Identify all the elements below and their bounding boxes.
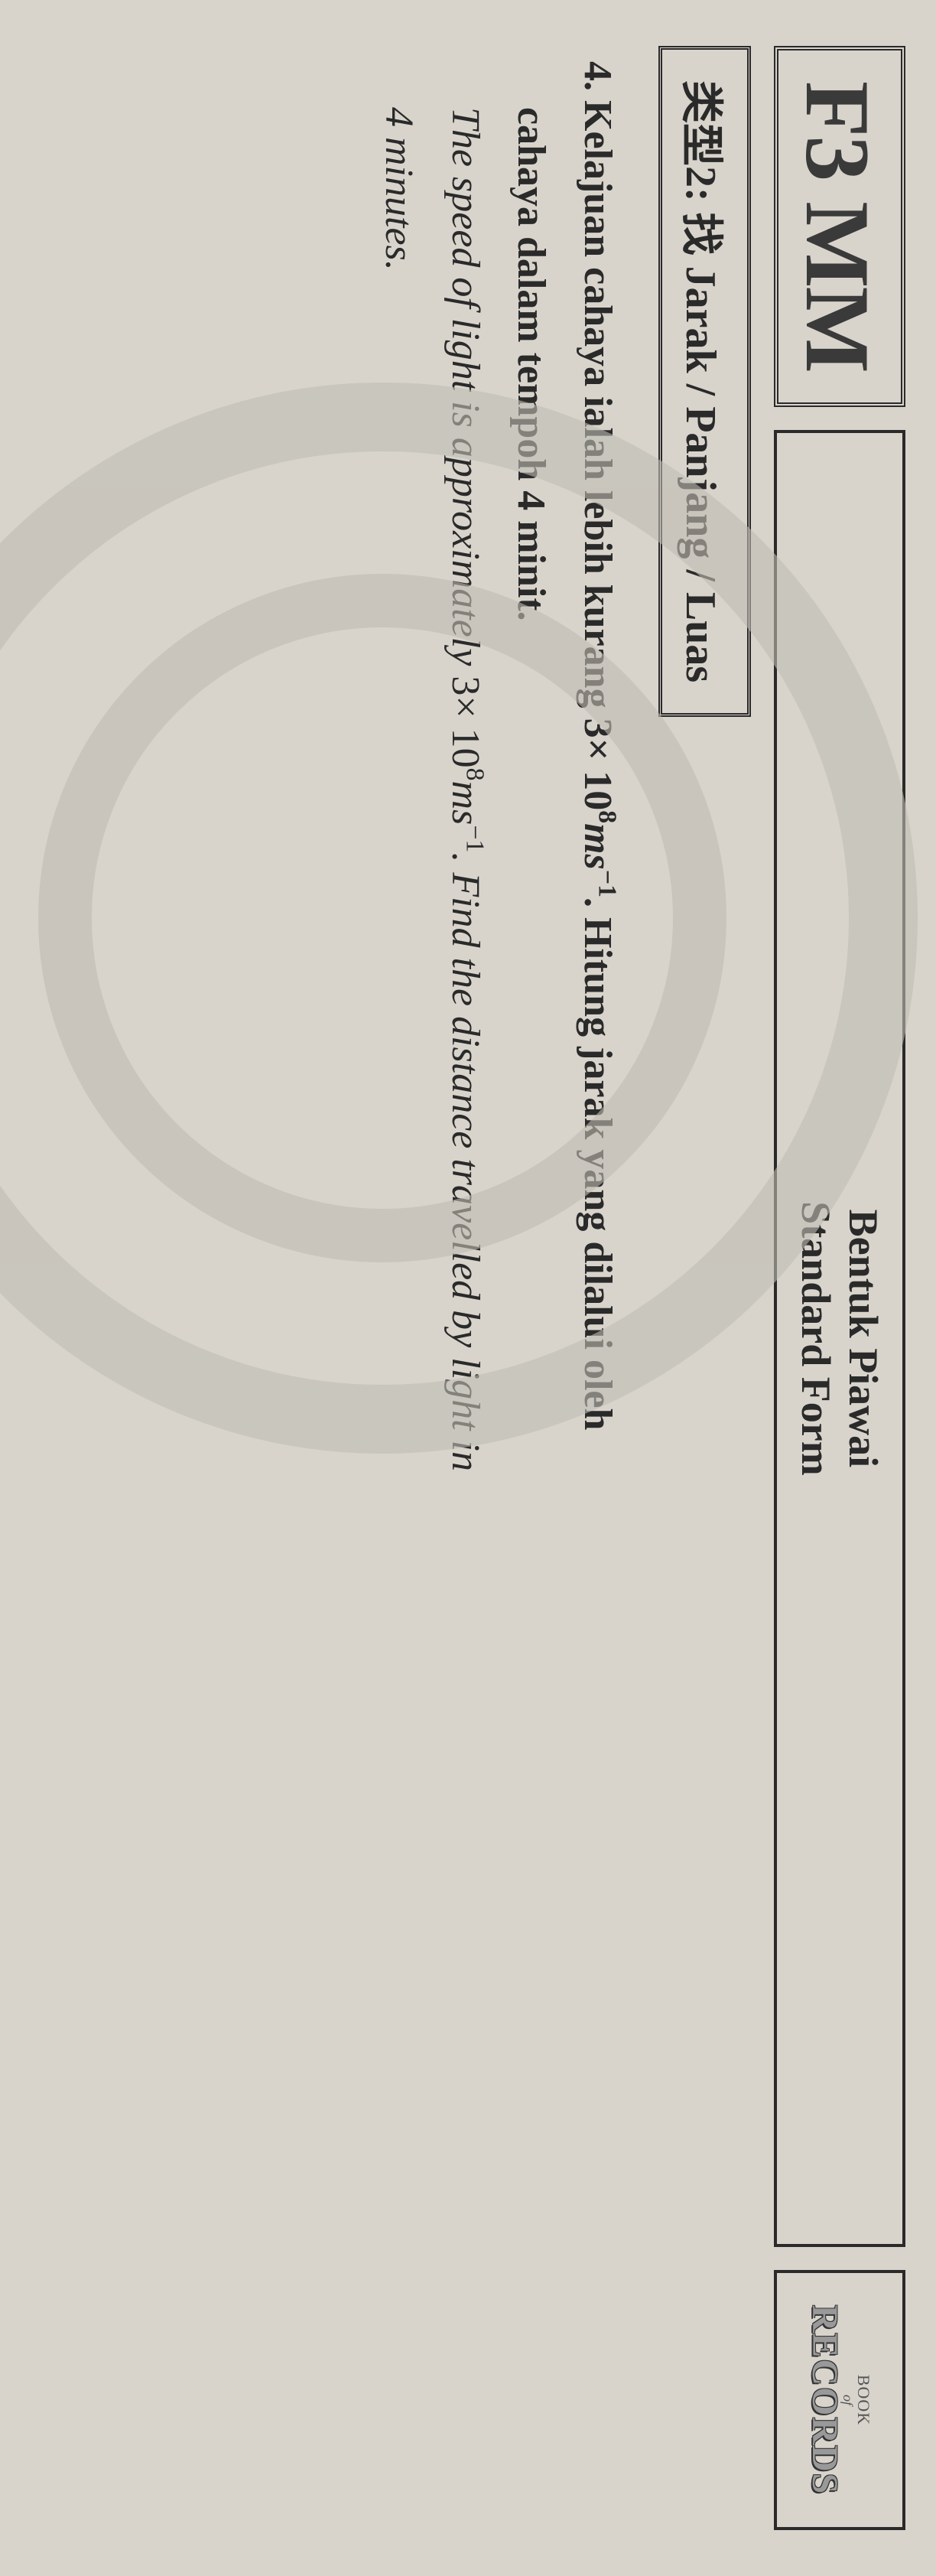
q-ms-part-b: . Hitung jarak yang dilalui oleh [576,897,619,1430]
chapter-title-en: Standard Form [792,1201,840,1476]
question-number: 4. [576,61,619,91]
q-en-part-b: . Find the distance travelled by light i… [444,852,487,1471]
question-block: 4. Kelajuan cahaya ialah lebih kurang 3× … [368,46,628,2530]
badge-main: RECORDS [806,2305,843,2496]
chapter-title-ms: Bentuk Piawai [840,1210,887,1468]
question-line-4: 4 minutes. [368,61,430,2530]
records-badge: BOOK of RECORDS [806,2305,873,2496]
records-badge-box: BOOK of RECORDS [774,2270,905,2530]
type-box: 类型2: 找 Jarak / Panjang / Luas [658,46,751,717]
q-en-line4: 4 minutes. [377,107,421,271]
question-line-3: The speed of light is approximately 3× 1… [434,61,496,2530]
chapter-title-box: Bentuk Piawai Standard Form [774,430,905,2247]
chapter-code-box: F3 MM [774,46,905,407]
chapter-code: F3 MM [792,81,884,372]
q-ms-part-a: Kelajuan cahaya ialah lebih kurang [576,100,619,718]
q-en-part-a: The speed of light is approximately [444,107,487,676]
question-line-2: cahaya dalam tempoh 4 minit. [500,61,562,2530]
speed-value-2: 3× 108ms−1 [444,676,487,852]
type-label: 类型2: 找 Jarak / Panjang / Luas [677,80,724,682]
badge-top: BOOK [853,2375,873,2425]
header-row: F3 MM Bentuk Piawai Standard Form BOOK o… [774,46,905,2530]
speed-value-1: 3× 108ms−1 [576,718,619,897]
question-line-1: 4. Kelajuan cahaya ialah lebih kurang 3× … [566,61,628,2530]
q-ms-line2: cahaya dalam tempoh 4 minit. [509,107,553,621]
